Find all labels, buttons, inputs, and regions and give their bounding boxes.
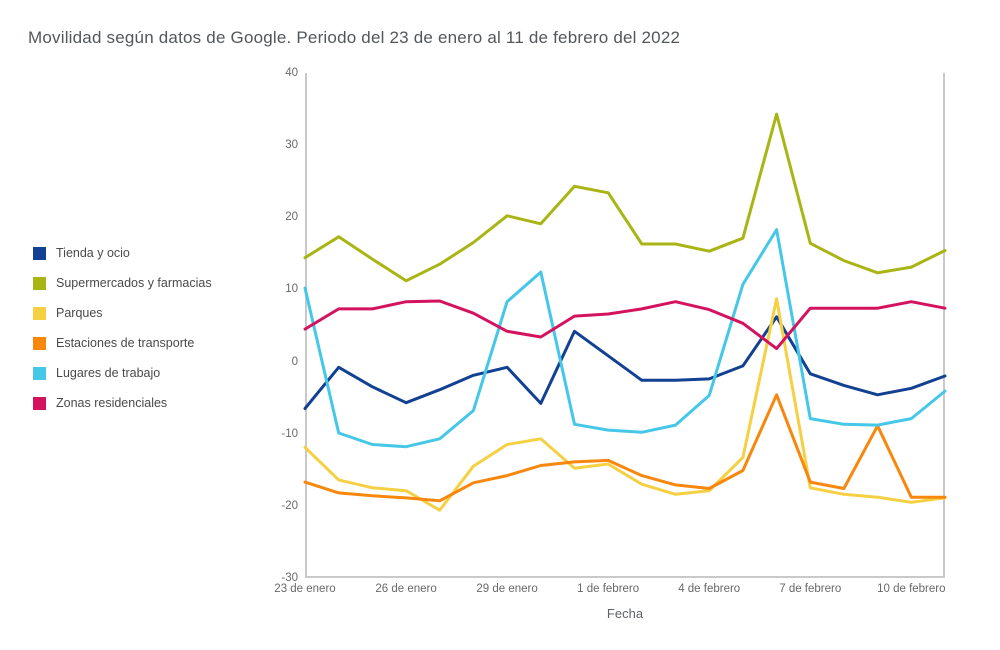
- series-line-lugares-de-trabajo: [303, 228, 947, 449]
- series-line-supermercados-y-farmacias: [303, 112, 947, 283]
- x-tick-label-7-de-febrero: 7 de febrero: [779, 583, 842, 595]
- series-line-tienda-y-ocio: [303, 315, 947, 410]
- y-tick-label-10: 10: [285, 283, 298, 296]
- chart-title: Movilidad según datos de Google. Periodo…: [28, 28, 681, 47]
- legend-swatch-icon: [33, 336, 46, 350]
- legend-swatch-icon: [33, 246, 46, 260]
- legend-swatch-icon: [33, 306, 46, 320]
- y-tick-label-30: 30: [285, 139, 298, 152]
- legend-item-label: Tienda y ocio: [56, 246, 130, 260]
- series-line-estaciones-de-transporte: [303, 393, 947, 503]
- x-tick-label-29-de-enero: 29 de enero: [476, 583, 538, 595]
- legend-swatch-icon: [33, 366, 46, 380]
- x-tick-label-10-de-febrero: 10 de febrero: [877, 583, 946, 595]
- y-tick-label-40: 40: [285, 67, 298, 79]
- legend-item-estaciones-de-transporte[interactable]: Estaciones de transporte: [33, 328, 212, 358]
- y-tick-label-20: 20: [285, 211, 298, 224]
- x-tick-label-4-de-febrero: 4 de febrero: [678, 583, 741, 595]
- legend-item-lugares-de-trabajo[interactable]: Lugares de trabajo: [33, 358, 212, 388]
- legend-item-parques[interactable]: Parques: [33, 298, 212, 328]
- legend-item-label: Supermercados y farmacias: [56, 276, 212, 290]
- y-tick-label--20: -20: [281, 499, 298, 512]
- y-tick-label--10: -10: [281, 427, 298, 440]
- legend-swatch-icon: [33, 276, 46, 290]
- legend-item-zonas-residenciales[interactable]: Zonas residenciales: [33, 388, 212, 418]
- x-tick-label-26-de-enero: 26 de enero: [375, 583, 437, 595]
- legend-item-label: Estaciones de transporte: [56, 336, 195, 350]
- legend-item-tienda-y-ocio[interactable]: Tienda y ocio: [33, 238, 212, 268]
- x-tick-label-1-de-febrero: 1 de febrero: [577, 583, 640, 595]
- legend-item-label: Zonas residenciales: [56, 396, 168, 410]
- series-line-parques: [303, 297, 947, 512]
- legend-swatch-icon: [33, 396, 46, 410]
- y-tick-label--30: -30: [281, 572, 298, 584]
- legend-item-label: Lugares de trabajo: [56, 366, 161, 380]
- x-tick-label-23-de-enero: 23 de enero: [274, 583, 336, 595]
- series-line-zonas-residenciales: [303, 299, 947, 351]
- chart-legend: Tienda y ocio Supermercados y farmacias Pa…: [33, 238, 212, 418]
- legend-item-label: Parques: [56, 306, 103, 320]
- legend-item-supermercados-y-farmacias[interactable]: Supermercados y farmacias: [33, 268, 212, 298]
- x-axis-title: Fecha: [606, 606, 644, 621]
- y-tick-label-0: 0: [291, 355, 298, 368]
- plot-area: [303, 73, 947, 578]
